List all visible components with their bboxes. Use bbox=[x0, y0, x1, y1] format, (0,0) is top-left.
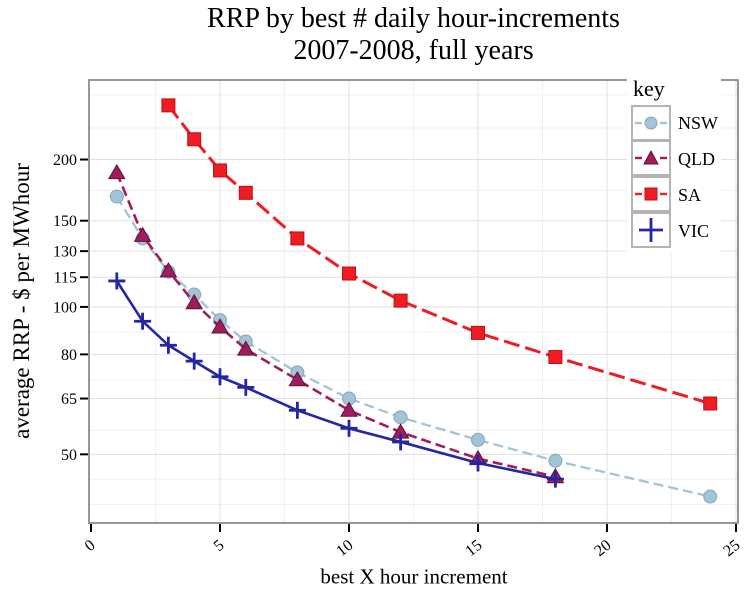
data-point-VIC bbox=[134, 312, 152, 330]
data-point-SA bbox=[548, 350, 563, 365]
x-tick-label: 15 bbox=[462, 537, 485, 560]
legend-label-VIC: VIC bbox=[678, 220, 709, 241]
tick-labels: 0 5 10 15 20 25 50 65 80 100 115 130 150 200 bbox=[53, 152, 743, 560]
data-point-NSW bbox=[471, 432, 485, 447]
legend-items: NSW QLD SA VIC bbox=[631, 105, 718, 249]
data-point-VIC bbox=[185, 352, 203, 370]
legend-item-VIC: VIC bbox=[631, 212, 718, 249]
legend-title: key bbox=[633, 76, 665, 101]
data-point-QLD bbox=[159, 262, 178, 278]
y-tick-label: 65 bbox=[61, 391, 77, 408]
data-point-NSW bbox=[393, 410, 408, 425]
legend-key-box bbox=[631, 212, 671, 248]
data-point-NSW bbox=[703, 489, 718, 504]
data-point-SA bbox=[213, 163, 227, 178]
data-point-SA bbox=[290, 231, 305, 246]
data-point-QLD bbox=[236, 340, 255, 356]
data-point-VIC bbox=[211, 368, 229, 386]
series-QLD bbox=[107, 163, 565, 484]
x-axis-label: best X hour increment bbox=[320, 564, 508, 589]
data-point-QLD bbox=[133, 226, 152, 242]
data-point-SA bbox=[342, 266, 356, 281]
data-point-SA bbox=[393, 293, 408, 308]
data-point-SA bbox=[471, 325, 485, 340]
legend-marker-plus-icon bbox=[639, 218, 663, 242]
data-point-VIC bbox=[340, 419, 358, 437]
data-point-QLD bbox=[288, 370, 307, 387]
legend: key NSW QLD SA VIC bbox=[627, 74, 721, 253]
y-tick-label: 150 bbox=[53, 213, 77, 230]
data-point-QLD bbox=[107, 163, 126, 180]
legend-marker-triangle-icon bbox=[635, 149, 667, 165]
series-SA bbox=[161, 98, 718, 411]
y-tick-label: 100 bbox=[53, 299, 77, 316]
series-line-SA bbox=[167, 104, 711, 405]
y-tick-label: 50 bbox=[61, 447, 77, 464]
data-point-VIC bbox=[288, 401, 306, 419]
data-point-QLD bbox=[211, 318, 229, 334]
data-point-VIC bbox=[546, 470, 564, 488]
x-tick-label: 25 bbox=[720, 537, 743, 560]
data-point-SA bbox=[703, 396, 718, 411]
y-tick-label: 200 bbox=[53, 152, 77, 169]
data-point-VIC bbox=[237, 378, 255, 396]
data-point-VIC bbox=[108, 272, 126, 290]
x-tick-label: 10 bbox=[333, 537, 356, 560]
data-point-SA bbox=[187, 132, 202, 147]
x-tick-label: 20 bbox=[591, 537, 614, 560]
data-point-SA bbox=[161, 98, 176, 113]
data-point-SA bbox=[238, 185, 253, 200]
x-tick-label: 0 bbox=[82, 537, 99, 555]
data-point-VIC bbox=[392, 433, 410, 451]
legend-key-box bbox=[631, 105, 671, 141]
plot-border bbox=[88, 79, 739, 524]
series-line-QLD bbox=[115, 172, 556, 478]
y-tick-label: 80 bbox=[61, 347, 77, 364]
y-tick-label: 115 bbox=[54, 270, 77, 287]
axis-ticks bbox=[80, 158, 737, 532]
legend-key-box bbox=[631, 140, 671, 176]
legend-label-QLD: QLD bbox=[678, 148, 715, 169]
data-point-VIC bbox=[159, 336, 177, 354]
chart-title-line2: 2007-2008, full years bbox=[293, 34, 534, 66]
legend-label-NSW: NSW bbox=[678, 112, 718, 133]
legend-label-SA: SA bbox=[678, 184, 702, 205]
legend-marker-circle-icon bbox=[635, 116, 667, 130]
y-tick-label: 130 bbox=[53, 244, 77, 261]
data-point-QLD bbox=[185, 293, 204, 310]
legend-key-box bbox=[631, 176, 671, 212]
x-tick-label: 5 bbox=[211, 537, 228, 555]
legend-marker-square-icon bbox=[635, 187, 667, 201]
legend-item-NSW: NSW bbox=[631, 105, 718, 141]
legend-item-QLD: QLD bbox=[631, 140, 718, 177]
chart-title-line1: RRP by best # daily hour-increments bbox=[207, 3, 620, 34]
legend-item-SA: SA bbox=[631, 176, 718, 213]
data-point-NSW bbox=[109, 189, 124, 204]
chart-title: RRP by best # daily hour-increments 2007… bbox=[89, 3, 738, 66]
data-point-NSW bbox=[548, 453, 563, 468]
data-point-VIC bbox=[469, 454, 487, 472]
data-point-QLD bbox=[340, 401, 358, 417]
series-VIC bbox=[108, 272, 564, 488]
